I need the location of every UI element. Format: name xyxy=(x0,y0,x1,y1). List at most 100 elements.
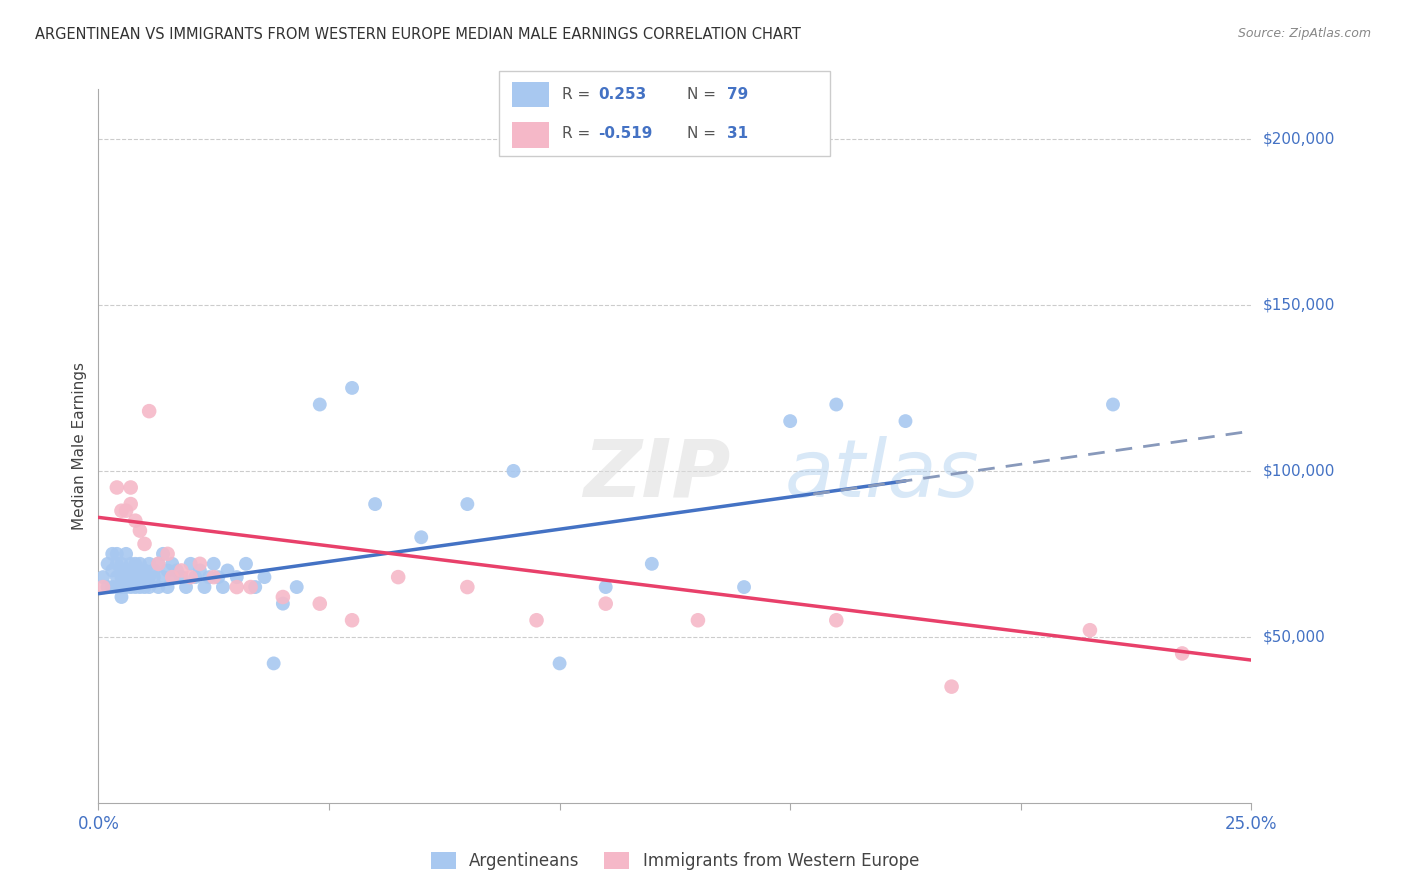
Point xyxy=(170,564,193,578)
Point xyxy=(733,580,755,594)
Point xyxy=(166,564,188,578)
Point xyxy=(188,564,211,578)
Point xyxy=(364,497,387,511)
Point xyxy=(105,580,128,594)
Point xyxy=(160,557,183,571)
Point xyxy=(115,504,138,518)
Point xyxy=(595,597,617,611)
Point xyxy=(110,580,132,594)
Point xyxy=(138,557,160,571)
Point xyxy=(207,570,229,584)
Point xyxy=(202,570,225,584)
Point xyxy=(120,481,142,495)
Point xyxy=(825,613,848,627)
Text: 31: 31 xyxy=(727,126,748,141)
Point xyxy=(271,590,294,604)
Text: N =: N = xyxy=(688,87,721,102)
Point xyxy=(142,564,165,578)
Point xyxy=(120,580,142,594)
Point xyxy=(456,497,478,511)
Point xyxy=(115,564,138,578)
FancyBboxPatch shape xyxy=(499,71,830,156)
Point xyxy=(105,481,128,495)
Point xyxy=(138,570,160,584)
Point xyxy=(387,570,409,584)
Point xyxy=(124,557,146,571)
Point xyxy=(156,580,179,594)
Point xyxy=(134,564,156,578)
Point xyxy=(101,564,124,578)
Text: ZIP: ZIP xyxy=(582,435,730,514)
Point xyxy=(148,557,170,571)
Point xyxy=(779,414,801,428)
Point xyxy=(1171,647,1194,661)
Point xyxy=(134,580,156,594)
Point xyxy=(202,557,225,571)
Point xyxy=(180,557,202,571)
Text: -0.519: -0.519 xyxy=(599,126,652,141)
Point xyxy=(160,570,183,584)
Text: ARGENTINEAN VS IMMIGRANTS FROM WESTERN EUROPE MEDIAN MALE EARNINGS CORRELATION C: ARGENTINEAN VS IMMIGRANTS FROM WESTERN E… xyxy=(35,27,801,42)
Point xyxy=(120,557,142,571)
Point xyxy=(308,397,330,411)
FancyBboxPatch shape xyxy=(512,122,548,147)
Point xyxy=(105,547,128,561)
Point xyxy=(156,547,179,561)
Point xyxy=(101,580,124,594)
Point xyxy=(548,657,571,671)
Point xyxy=(110,504,132,518)
Point xyxy=(411,530,433,544)
Point xyxy=(502,464,524,478)
Point xyxy=(115,570,138,584)
Text: Source: ZipAtlas.com: Source: ZipAtlas.com xyxy=(1237,27,1371,40)
Point xyxy=(110,557,132,571)
Point xyxy=(105,557,128,571)
Point xyxy=(180,570,202,584)
Point xyxy=(193,580,215,594)
Point xyxy=(340,613,363,627)
Point xyxy=(91,570,114,584)
Point xyxy=(285,580,308,594)
Point xyxy=(894,414,917,428)
Point xyxy=(105,570,128,584)
Point xyxy=(188,557,211,571)
Point xyxy=(217,564,239,578)
Text: $100,000: $100,000 xyxy=(1263,463,1336,478)
Text: R =: R = xyxy=(562,87,595,102)
Point xyxy=(156,564,179,578)
Point xyxy=(115,547,138,561)
Point xyxy=(245,580,267,594)
Point xyxy=(142,570,165,584)
Text: $150,000: $150,000 xyxy=(1263,297,1336,312)
Text: $200,000: $200,000 xyxy=(1263,131,1336,146)
Point xyxy=(110,564,132,578)
Point xyxy=(239,580,262,594)
Point xyxy=(340,381,363,395)
Point xyxy=(641,557,664,571)
Point xyxy=(526,613,548,627)
Point xyxy=(148,557,170,571)
Point xyxy=(97,580,120,594)
Point xyxy=(1102,397,1125,411)
Point xyxy=(124,580,146,594)
Point xyxy=(253,570,276,584)
Point xyxy=(129,580,152,594)
Text: 0.253: 0.253 xyxy=(599,87,647,102)
Text: R =: R = xyxy=(562,126,595,141)
Point xyxy=(170,570,193,584)
Point xyxy=(941,680,963,694)
Point xyxy=(138,580,160,594)
Point xyxy=(124,514,146,528)
Point xyxy=(129,564,152,578)
Point xyxy=(134,570,156,584)
Point xyxy=(1078,624,1101,638)
Point xyxy=(456,580,478,594)
Point xyxy=(184,570,207,584)
Point xyxy=(235,557,257,571)
Text: N =: N = xyxy=(688,126,721,141)
Text: atlas: atlas xyxy=(785,435,979,514)
Point xyxy=(110,570,132,584)
Point xyxy=(152,547,174,561)
Point xyxy=(124,570,146,584)
Point xyxy=(686,613,709,627)
